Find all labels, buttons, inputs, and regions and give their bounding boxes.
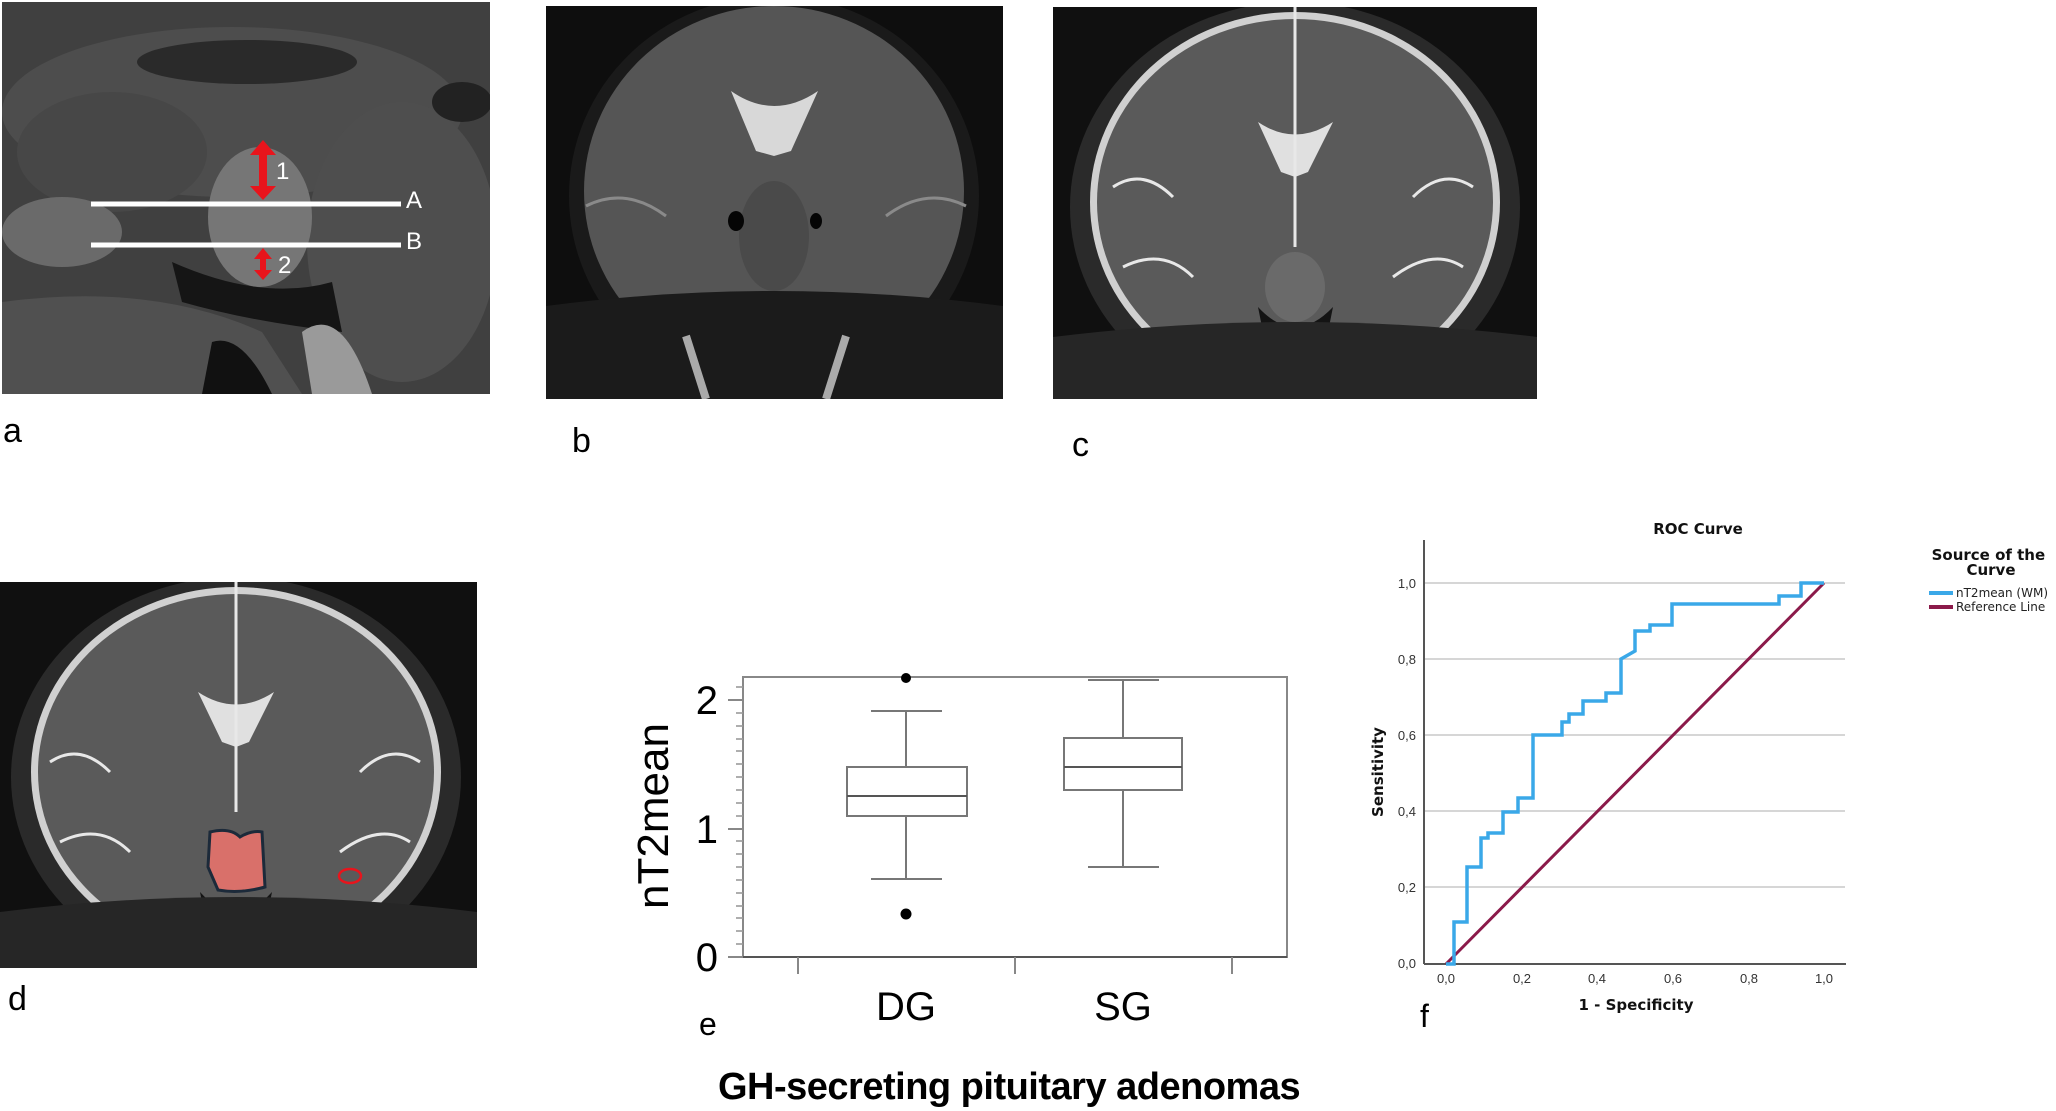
x-tick-dg: DG <box>876 985 936 1029</box>
y-tick-0: 0 <box>696 936 718 980</box>
roc-x-tick-0: 0,0 <box>1437 971 1455 986</box>
roc-svg: 0,0 0,2 0,4 0,6 0,8 1,0 0,0 0,2 0,4 0,6 … <box>1369 520 2051 1014</box>
boxplot-sg <box>1063 679 1183 868</box>
panel-label-b: b <box>572 422 591 460</box>
coronal-mri-image-b <box>546 6 1003 399</box>
roc-chart: 0,0 0,2 0,4 0,6 0,8 1,0 0,0 0,2 0,4 0,6 … <box>1340 500 2056 1030</box>
roc-x-tick-4: 0,8 <box>1740 971 1758 986</box>
panel-label-d: d <box>8 980 27 1018</box>
line-label-a: A <box>406 187 423 214</box>
red-double-arrow-1-icon <box>250 140 276 200</box>
legend-label-nt2mean: nT2mean (WM) <box>1956 586 2048 600</box>
legend-label-reference: Reference Line <box>1956 600 2045 614</box>
coronal-mri-image-d <box>0 582 477 968</box>
line-label-b: B <box>406 228 423 255</box>
panel-label-a: a <box>3 412 22 450</box>
dg-outlier-low <box>900 908 912 920</box>
roc-x-tick-3: 0,6 <box>1664 971 1682 986</box>
roc-legend: Source of the Curve nT2mean (WM) Referen… <box>1929 546 2051 614</box>
roc-x-tick-5: 1,0 <box>1815 971 1833 986</box>
dg-outlier-high <box>901 673 911 683</box>
roc-x-tick-1: 0,2 <box>1513 971 1531 986</box>
sagittal-mri-image <box>2 2 490 394</box>
reference-line <box>1444 581 1826 966</box>
panel-label-f: f <box>1420 998 1429 1034</box>
y-tick-2: 2 <box>696 679 718 723</box>
y-tick-1: 1 <box>696 808 718 852</box>
arrow-label-1: 1 <box>276 158 290 185</box>
arrow-label-2: 2 <box>278 252 292 279</box>
white-matter-roi-circle <box>337 867 363 885</box>
adenoma-roi <box>206 828 267 893</box>
red-double-arrow-2-icon <box>254 248 272 280</box>
roc-y-tick-3: 0,6 <box>1398 728 1416 743</box>
boxplot-svg: 0 1 2 DG SG nT2mean <box>629 673 1288 1029</box>
boxplot-chart: 0 1 2 DG SG nT2mean <box>580 660 1300 1060</box>
roc-y-tick-1: 0,2 <box>1398 880 1416 895</box>
roc-curve-nt2mean <box>1446 581 1824 966</box>
panel-label-e: e <box>699 1006 717 1042</box>
mri-panel-d <box>0 582 477 968</box>
boxplot-dg <box>846 710 968 880</box>
roc-x-label: 1 - Specificity <box>1579 996 1694 1014</box>
roc-title: ROC Curve <box>1653 520 1743 538</box>
mri-panel-a: A B 1 2 <box>2 2 490 394</box>
coronal-mri-image-c <box>1053 7 1537 399</box>
roc-y-label: Sensitivity <box>1369 727 1387 817</box>
roc-y-tick-0: 0,0 <box>1398 956 1416 971</box>
x-tick-sg: SG <box>1094 985 1152 1029</box>
mri-panel-c <box>1053 7 1537 399</box>
figure-caption: GH-secreting pituitary adenomas <box>718 1066 1301 1108</box>
y-axis-label: nT2mean <box>629 723 678 909</box>
roc-y-tick-4: 0,8 <box>1398 652 1416 667</box>
roc-x-tick-2: 0,4 <box>1588 971 1606 986</box>
roc-y-tick-2: 0,4 <box>1398 804 1416 819</box>
panel-label-c: c <box>1072 426 1089 464</box>
roc-y-tick-5: 1,0 <box>1398 576 1416 591</box>
mri-panel-b <box>546 6 1003 399</box>
legend-title: Source of the Curve <box>1932 546 2051 579</box>
